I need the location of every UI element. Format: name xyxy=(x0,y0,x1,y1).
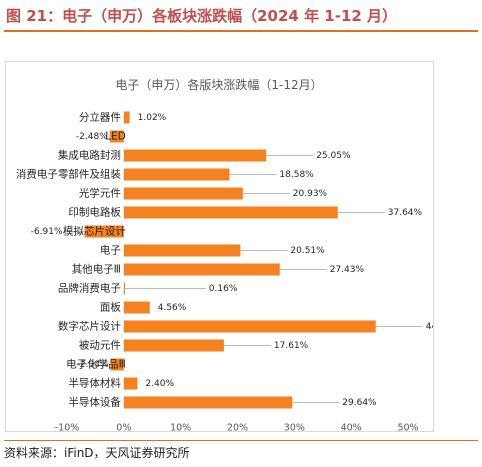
bar-3 xyxy=(123,168,230,181)
category-label-6: 模拟芯片设计 xyxy=(63,225,126,238)
value-label-7: 20.51% xyxy=(290,246,325,256)
bar-12 xyxy=(123,339,224,352)
bar-10 xyxy=(123,301,150,314)
bar-14 xyxy=(123,377,138,390)
bar-5 xyxy=(123,206,338,219)
bar-1 xyxy=(109,130,124,143)
x-tick-label-1: 0% xyxy=(116,423,131,432)
value-label-6: -6.91% xyxy=(31,227,63,237)
category-label-3: 消费电子零部件及组装 xyxy=(16,168,121,181)
value-label-15: 29.64% xyxy=(342,398,377,408)
category-labels-group: 分立器件LED集成电路封测消费电子零部件及组装光学元件印制电路板模拟芯片设计电子… xyxy=(16,111,126,409)
value-label-11: 44.32% xyxy=(426,322,433,332)
category-label-8: 其他电子Ⅲ xyxy=(72,263,121,276)
category-label-11: 数字芯片设计 xyxy=(58,320,121,333)
source-note: 资料来源：iFinD，天风证券研究所 xyxy=(4,446,190,460)
category-label-5: 印制电路板 xyxy=(68,206,121,219)
value-label-13: -2.34% xyxy=(77,360,109,370)
chart-frame: 电子（申万）各版块涨跌幅（1-12月） 分立器件 LED 集成电路封测消费电子零部件… xyxy=(5,61,461,434)
x-tick-label-5: 40% xyxy=(341,423,362,432)
x-tick-label-0: -10% xyxy=(55,423,80,432)
bar-6 xyxy=(84,225,124,238)
leader-lines-group xyxy=(64,155,423,403)
bar-9 xyxy=(123,282,126,295)
bar-8 xyxy=(123,263,280,276)
category-label-2: 集成电路封测 xyxy=(58,149,121,162)
value-label-3: 18.58% xyxy=(279,170,314,180)
value-label-14: 2.40% xyxy=(145,379,174,389)
category-label-1: LED xyxy=(105,131,126,143)
bar-15 xyxy=(123,396,293,409)
category-label-0: 分立器件 xyxy=(79,111,121,124)
category-label-9: 品牌消费电子 xyxy=(58,282,121,295)
category-label-14: 半导体材料 xyxy=(68,377,121,390)
title-divider xyxy=(4,30,478,32)
x-axis-ticks-group: -10% 0% 10% 20% 30% 40% 50% xyxy=(55,423,419,434)
category-label-15: 半导体设备 xyxy=(68,396,121,409)
x-tick-label-2: 10% xyxy=(170,423,191,432)
bar-13 xyxy=(110,358,124,371)
bar-chart: 电子（申万）各版块涨跌幅（1-12月） 分立器件 LED 集成电路封测消费电子零部件… xyxy=(16,77,461,434)
chart-title: 电子（申万）各版块涨跌幅（1-12月） xyxy=(115,77,322,92)
value-label-5: 37.64% xyxy=(388,208,423,218)
value-label-10: 4.56% xyxy=(158,303,187,313)
category-label-13: 电子化学品Ⅲ xyxy=(66,358,126,371)
category-label-10: 面板 xyxy=(100,301,121,314)
value-label-9: 0.16% xyxy=(209,284,238,294)
bar-2 xyxy=(123,149,267,162)
source-divider xyxy=(4,440,478,441)
category-label-4: 光学元件 xyxy=(79,187,121,200)
value-label-1: -2.48% xyxy=(76,132,108,142)
value-labels-group: 1.02% -2.48% 25.05%18.58% 20.93% 37.64% -6.91… xyxy=(31,113,461,408)
value-label-4: 20.93% xyxy=(293,189,328,199)
value-label-0: 1.02% xyxy=(138,113,167,123)
value-label-2: 25.05% xyxy=(316,151,351,161)
bar-11 xyxy=(123,320,376,333)
bar-7 xyxy=(123,244,241,257)
figure-title: 图 21：电子（申万）各板块涨跌幅（2024 年 1-12 月） xyxy=(6,7,398,25)
value-label-8: 27.43% xyxy=(330,265,365,275)
x-tick-label-4: 30% xyxy=(284,423,305,432)
value-label-12: 17.61% xyxy=(274,341,309,351)
x-tick-label-3: 20% xyxy=(227,423,248,432)
x-tick-label-6: 50% xyxy=(397,423,418,432)
category-label-7: 电子 xyxy=(100,244,121,257)
bar-4 xyxy=(123,187,243,200)
category-label-12: 被动元件 xyxy=(79,339,121,352)
bar-0 xyxy=(123,111,130,124)
bars-group xyxy=(84,111,376,409)
